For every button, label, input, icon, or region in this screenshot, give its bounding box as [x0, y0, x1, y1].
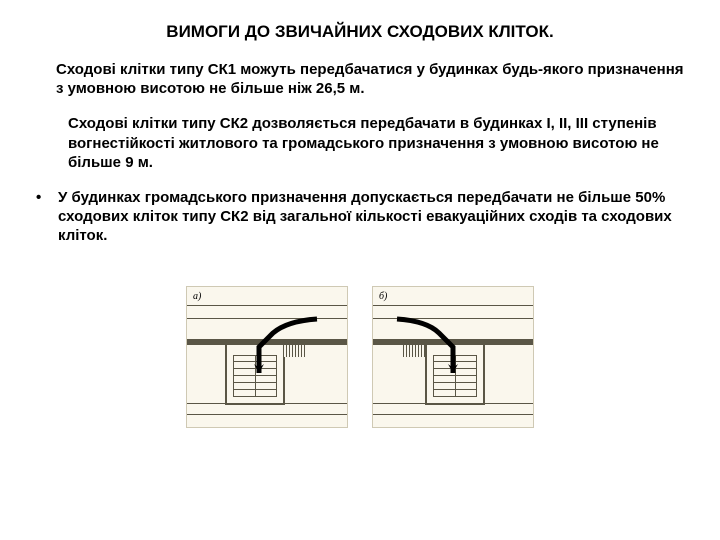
figure-a-top-band: [187, 305, 347, 319]
figure-a-bottom-band: [187, 403, 347, 415]
bullet-item: • У будинках громадського призначення до…: [34, 188, 686, 246]
paragraph-2: Сходові клітки типу СК2 дозволяється пер…: [34, 114, 686, 172]
figure-b: б): [372, 286, 534, 428]
bullet-marker: •: [34, 188, 58, 246]
paragraph-3: У будинках громадського призначення допу…: [58, 188, 686, 246]
figure-a: а): [186, 286, 348, 428]
figure-a-hatch: [283, 345, 305, 357]
figures-row: а) б): [34, 286, 686, 428]
figure-a-label: а): [193, 291, 201, 302]
page-title: ВИМОГИ ДО ЗВИЧАЙНИХ СХОДОВИХ КЛІТОК.: [34, 22, 686, 42]
slide: ВИМОГИ ДО ЗВИЧАЙНИХ СХОДОВИХ КЛІТОК. Схо…: [0, 0, 720, 540]
figure-b-bottom-band: [373, 403, 533, 415]
figure-a-stairwell: [225, 345, 285, 405]
figure-b-top-band: [373, 305, 533, 319]
figure-b-label: б): [379, 291, 387, 302]
paragraph-1: Сходові клітки типу СК1 можуть передбача…: [34, 60, 686, 98]
figure-b-hatch: [403, 345, 425, 357]
figure-b-stairwell: [425, 345, 485, 405]
